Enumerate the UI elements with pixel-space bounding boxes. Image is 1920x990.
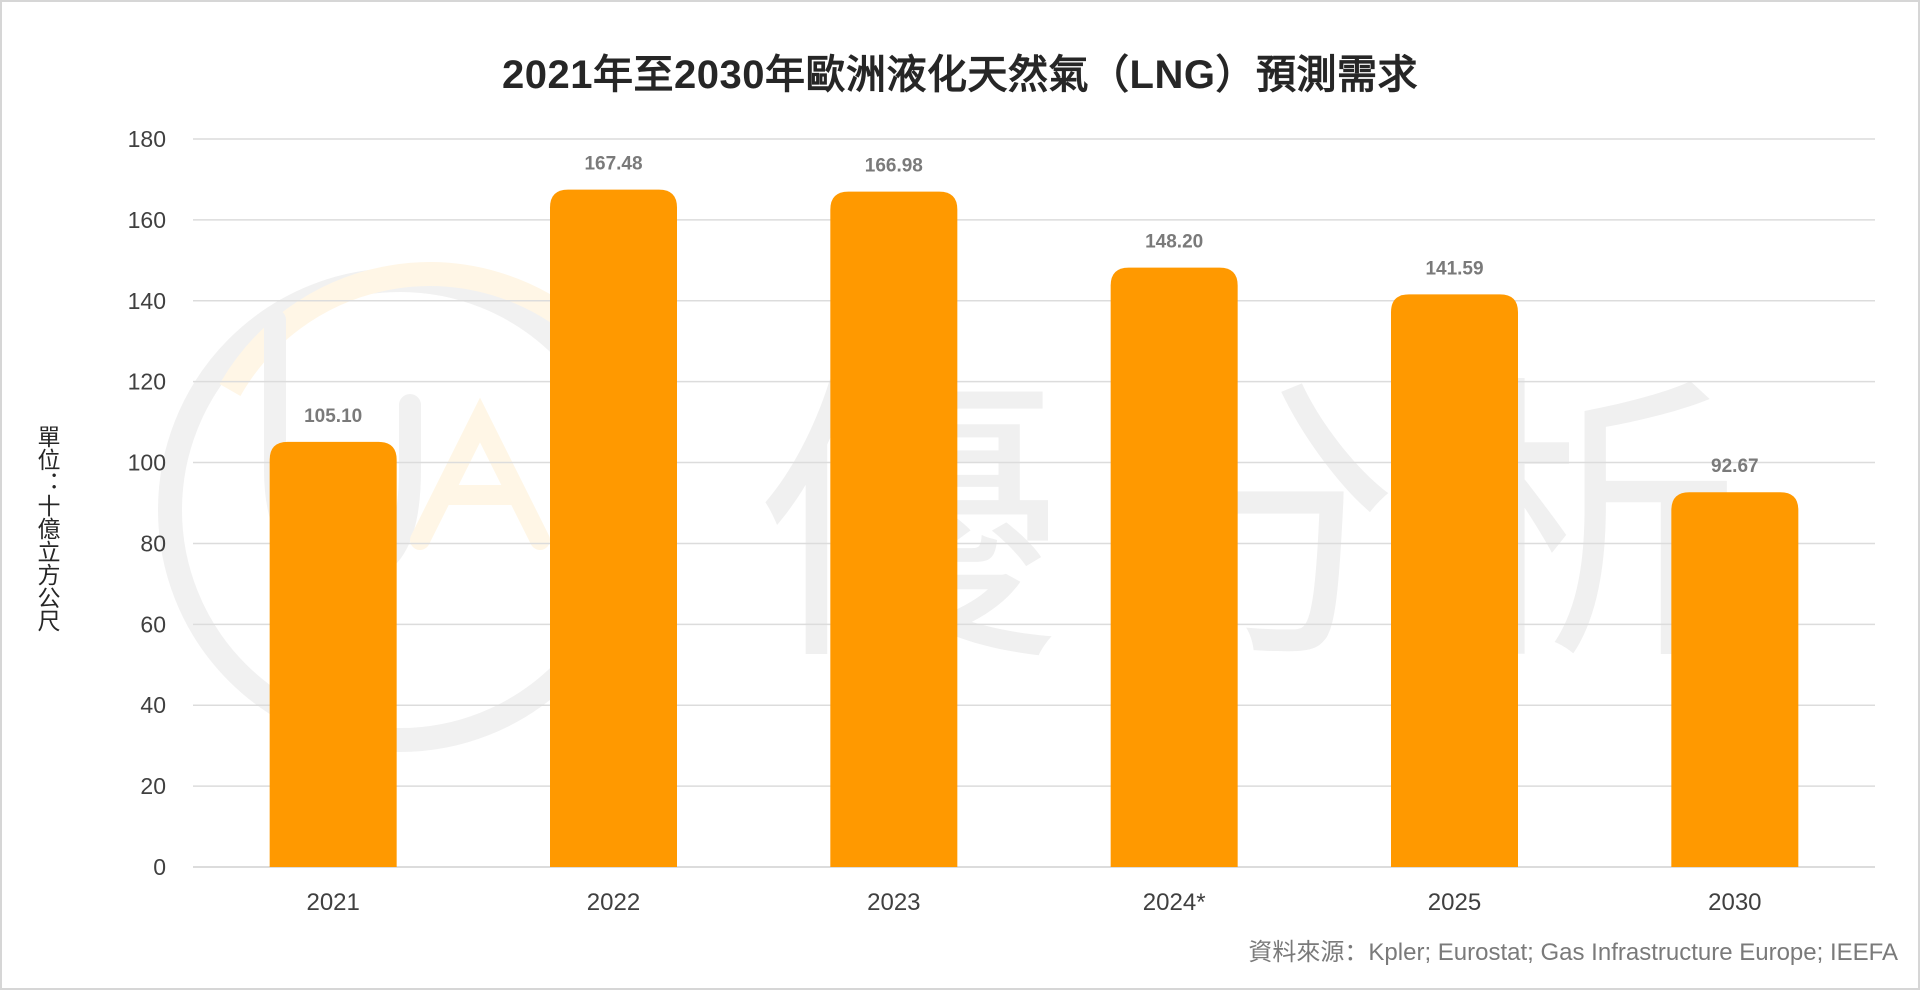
y-tick-label: 60	[140, 611, 166, 637]
bar-2022	[550, 189, 677, 867]
y-axis-ticks: 0 20 40 60 80 100 120 140 160 180	[128, 126, 166, 880]
x-tick-label: 2021	[306, 889, 359, 916]
data-label: 166.98	[865, 156, 923, 177]
x-tick-label: 2022	[587, 889, 640, 916]
x-tick-label: 2024*	[1143, 889, 1206, 916]
gridlines	[193, 138, 1875, 868]
y-axis-label: 單位：十億立方公尺	[34, 425, 60, 632]
bar-2030	[1671, 492, 1799, 867]
bar-2023	[830, 191, 958, 867]
y-tick-label: 100	[128, 450, 166, 476]
x-tick-label: 2023	[867, 889, 920, 916]
y-tick-label: 20	[140, 773, 166, 799]
y-tick-label: 160	[128, 207, 166, 233]
x-axis-ticks: 2021 2022 2023 2024* 2025 2030	[306, 889, 1761, 916]
y-tick-label: 180	[128, 126, 166, 152]
data-labels: 105.10 167.48 166.98 148.20 141.59 92.67	[304, 154, 1759, 478]
x-tick-label: 2025	[1428, 889, 1481, 916]
source-note: 資料來源：Kpler; Eurostat; Gas Infrastructure…	[1248, 939, 1898, 966]
y-tick-label: 40	[140, 692, 166, 718]
watermark: 優分析	[158, 262, 1740, 752]
bar-2025	[1391, 294, 1518, 867]
y-tick-label: 0	[153, 854, 166, 880]
bar-2024	[1110, 267, 1238, 867]
y-tick-label: 140	[128, 288, 166, 314]
data-label: 92.67	[1711, 456, 1759, 477]
y-tick-label: 120	[128, 369, 166, 395]
data-label: 141.59	[1425, 258, 1483, 279]
bars	[269, 189, 1799, 867]
data-label: 148.20	[1145, 232, 1203, 253]
data-label: 105.10	[304, 406, 362, 427]
watermark-logo-a	[410, 397, 550, 550]
bar-2021	[269, 441, 397, 867]
data-label: 167.48	[584, 154, 642, 175]
x-tick-label: 2030	[1708, 889, 1761, 916]
chart-title: 2021年至2030年歐洲液化天然氣（LNG）預測需求	[502, 53, 1418, 97]
y-tick-label: 80	[140, 530, 166, 556]
